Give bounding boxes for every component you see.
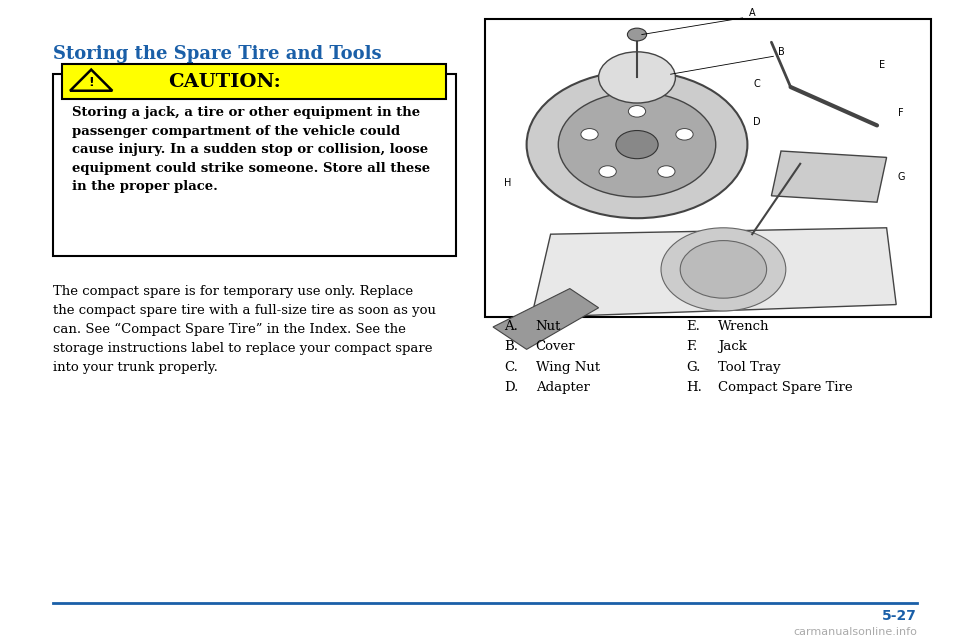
Text: Tool Tray: Tool Tray [718, 361, 780, 374]
Text: D.: D. [504, 381, 518, 394]
Text: A: A [749, 8, 756, 19]
Text: C.: C. [504, 361, 517, 374]
Circle shape [661, 228, 786, 311]
Circle shape [559, 92, 716, 197]
Circle shape [658, 166, 675, 177]
Text: Nut: Nut [536, 320, 561, 333]
Text: A.: A. [504, 320, 517, 333]
Circle shape [628, 28, 647, 41]
Text: B: B [778, 47, 784, 57]
Text: B.: B. [504, 340, 518, 353]
Polygon shape [772, 151, 887, 202]
FancyBboxPatch shape [485, 19, 931, 317]
Text: E: E [878, 60, 885, 70]
Text: G.: G. [686, 361, 701, 374]
Circle shape [527, 71, 748, 218]
Text: Compact Spare Tire: Compact Spare Tire [718, 381, 852, 394]
Text: Wing Nut: Wing Nut [536, 361, 600, 374]
Text: E.: E. [686, 320, 700, 333]
Text: !: ! [88, 77, 94, 90]
Circle shape [629, 106, 646, 117]
Text: Storing a jack, a tire or other equipment in the
passenger compartment of the ve: Storing a jack, a tire or other equipmen… [72, 106, 430, 193]
Circle shape [676, 129, 693, 140]
FancyBboxPatch shape [53, 74, 456, 256]
Text: F.: F. [686, 340, 698, 353]
Text: G: G [898, 172, 904, 182]
Polygon shape [493, 289, 599, 349]
Text: H: H [504, 178, 511, 188]
Text: D: D [754, 117, 761, 127]
Circle shape [581, 129, 598, 140]
Text: H.: H. [686, 381, 703, 394]
Text: Storing the Spare Tire and Tools: Storing the Spare Tire and Tools [53, 45, 381, 63]
Text: 5-27: 5-27 [882, 609, 917, 623]
Circle shape [681, 241, 767, 298]
Text: Jack: Jack [718, 340, 747, 353]
Circle shape [599, 166, 616, 177]
Circle shape [599, 52, 676, 103]
Text: Cover: Cover [536, 340, 575, 353]
Polygon shape [532, 228, 897, 317]
Text: The compact spare is for temporary use only. Replace
the compact spare tire with: The compact spare is for temporary use o… [53, 285, 436, 374]
Text: Wrench: Wrench [718, 320, 770, 333]
Polygon shape [70, 70, 112, 91]
Text: Adapter: Adapter [536, 381, 589, 394]
Text: CAUTION:: CAUTION: [168, 73, 280, 91]
Text: C: C [754, 79, 760, 89]
Text: F: F [899, 108, 903, 118]
Circle shape [616, 131, 659, 159]
Text: carmanualsonline.info: carmanualsonline.info [793, 627, 917, 637]
FancyBboxPatch shape [62, 64, 446, 99]
